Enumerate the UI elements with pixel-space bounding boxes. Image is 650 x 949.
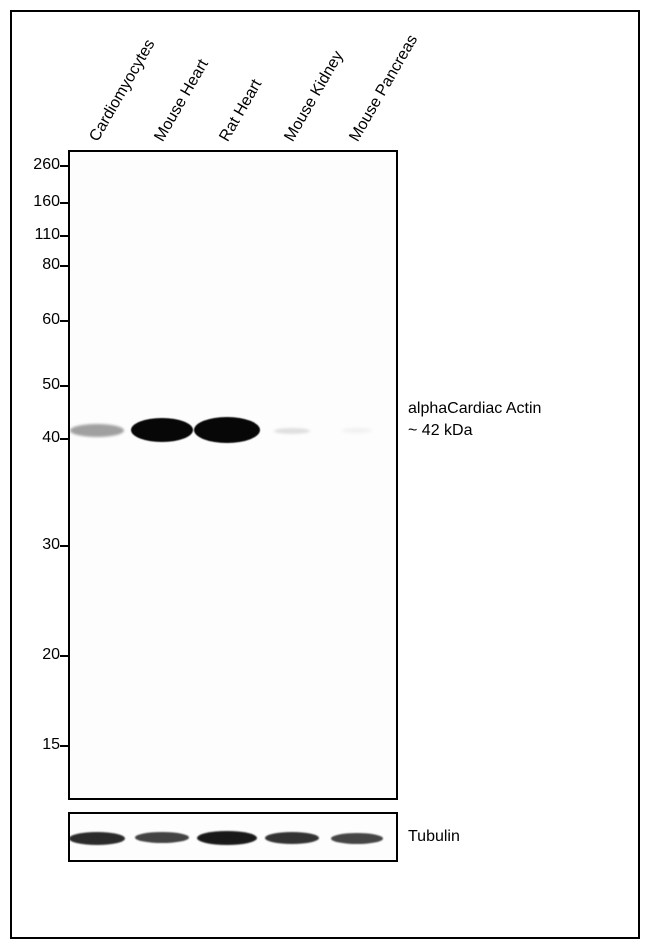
- target-protein-size: ~ 42 kDa: [408, 422, 472, 440]
- band-lane2-cardiac-actin: [194, 417, 260, 443]
- lane-label-1: Mouse Heart: [151, 57, 212, 145]
- band-lane3-tubulin: [265, 832, 319, 844]
- mw-label-15: 15: [20, 736, 60, 754]
- tubulin-blot-panel: [68, 812, 398, 862]
- lane-label-2: Rat Heart: [216, 77, 266, 145]
- mw-label-40: 40: [20, 429, 60, 447]
- mw-label-110: 110: [20, 226, 60, 244]
- band-lane0-cardiac-actin: [70, 424, 124, 437]
- tubulin-label: Tubulin: [408, 828, 460, 846]
- band-lane1-cardiac-actin: [131, 418, 193, 442]
- mw-label-60: 60: [20, 311, 60, 329]
- lane-labels-container: Cardiomyocytes Mouse Heart Rat Heart Mou…: [60, 15, 400, 145]
- target-protein-name: alphaCardiac Actin: [408, 400, 541, 418]
- main-blot-panel: [68, 150, 398, 800]
- band-lane4-cardiac-actin: [342, 428, 372, 433]
- mw-label-50: 50: [20, 376, 60, 394]
- band-lane4-tubulin: [331, 833, 383, 844]
- band-lane2-tubulin: [197, 831, 257, 845]
- mw-label-260: 260: [20, 156, 60, 174]
- band-lane0-tubulin: [69, 832, 125, 845]
- mw-label-20: 20: [20, 646, 60, 664]
- band-lane1-tubulin: [135, 832, 189, 843]
- mw-label-160: 160: [20, 193, 60, 211]
- band-lane3-cardiac-actin: [274, 428, 310, 434]
- lane-label-0: Cardiomyocytes: [86, 37, 159, 145]
- lane-label-3: Mouse Kidney: [281, 48, 347, 145]
- mw-label-80: 80: [20, 256, 60, 274]
- mw-label-30: 30: [20, 536, 60, 554]
